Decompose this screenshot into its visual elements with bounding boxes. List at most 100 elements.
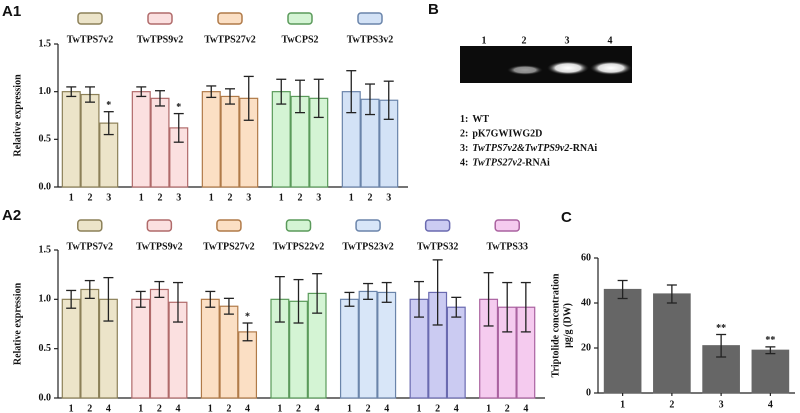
x-tick-label: 3: [106, 192, 111, 203]
bar: [61, 298, 81, 399]
x-tick-label: 2: [226, 403, 231, 413]
legend-suffix: -RNAi: [569, 143, 597, 154]
legend-swatch: [146, 219, 173, 232]
gel-band: [507, 65, 543, 75]
x-tick-label: 4: [106, 403, 111, 413]
bar: [131, 298, 151, 399]
x-tick-label: 1: [279, 192, 284, 203]
y-axis-label: Relative expression: [12, 282, 23, 365]
legend-suffix: -RNAi: [522, 158, 550, 169]
bar: [150, 97, 170, 188]
lane-label: 2: [522, 35, 527, 46]
legend-label: TwTPS9v2: [137, 34, 184, 45]
x-tick-label: 3: [719, 399, 724, 410]
x-tick-label: 2: [368, 192, 373, 203]
legend-swatch: [216, 219, 242, 232]
x-tick-label: 4: [175, 403, 180, 413]
legend-number: 2:: [460, 129, 468, 140]
legend-swatch: [217, 12, 243, 25]
legend-swatch: [287, 12, 313, 25]
legend-number: 1:: [460, 114, 468, 125]
bar: [61, 91, 81, 188]
legend-label: TwCPS2: [281, 34, 318, 45]
legend-label: TwTPS22v2: [273, 241, 325, 252]
bar: [131, 91, 151, 188]
legend-swatch: [355, 219, 381, 232]
x-tick-label: 1: [349, 192, 354, 203]
bar: [653, 293, 691, 394]
legend-number: 3:: [460, 143, 468, 154]
legend-entry: 3: TwTPS7v2&TwTPS9v2-RNAi: [460, 143, 597, 154]
x-tick-label: 2: [435, 403, 440, 413]
legend-text: TwTPS7v2&TwTPS9v2: [472, 143, 569, 154]
y-tick-label: 0.0: [39, 181, 52, 192]
x-tick-label: 2: [296, 403, 301, 413]
x-tick-label: 1: [417, 403, 422, 413]
significance-label: *: [106, 100, 111, 111]
x-tick-label: 4: [454, 403, 459, 413]
y-tick-label: 60: [581, 252, 591, 263]
x-tick-label: 1: [209, 192, 214, 203]
x-tick-label: 2: [158, 192, 163, 203]
bar: [238, 331, 258, 399]
significance-label: **: [716, 323, 726, 334]
legend-label: TwTPS32: [417, 241, 459, 252]
x-tick-label: 3: [176, 192, 181, 203]
x-tick-label: 1: [347, 403, 352, 413]
legend-swatch: [77, 219, 103, 232]
x-tick-label: 3: [386, 192, 391, 203]
panel-label: A2: [2, 207, 21, 224]
legend-text: pK7GWIWG2D: [472, 129, 542, 140]
bar: [220, 95, 240, 188]
legend-label: TwTPS7v2: [67, 241, 114, 252]
y-tick-label: 20: [581, 342, 591, 353]
x-tick-label: 4: [245, 403, 250, 413]
x-tick-label: 2: [366, 403, 371, 413]
y-tick-label: 0.5: [39, 134, 52, 145]
significance-label: *: [245, 311, 250, 322]
x-tick-label: 1: [69, 403, 74, 413]
y-tick-label: 1.0: [39, 86, 52, 97]
panel-label: A1: [2, 3, 21, 20]
bar: [603, 288, 642, 394]
bar: [200, 298, 220, 399]
legend-swatch: [285, 219, 312, 232]
panel-label: B: [428, 1, 439, 18]
lane-label: 1: [482, 35, 487, 46]
legend-entry: 1: WT: [460, 114, 489, 125]
x-tick-label: 1: [139, 192, 144, 203]
x-tick-label: 4: [523, 403, 528, 413]
x-tick-label: 1: [486, 403, 491, 413]
legend-label: TwTPS7v2: [67, 34, 114, 45]
y-tick-label: 1.5: [39, 244, 52, 255]
x-tick-label: 2: [505, 403, 510, 413]
legend-swatch: [494, 219, 520, 232]
legend-label: TwTPS23v2: [342, 241, 394, 252]
x-tick-label: 4: [768, 399, 773, 410]
x-tick-label: 1: [138, 403, 143, 413]
legend-number: 4:: [460, 158, 468, 169]
x-tick-label: 3: [316, 192, 321, 203]
gel-band: [547, 61, 589, 75]
panel-label: C: [561, 209, 572, 226]
y-axis-label: Triptolide concentration: [550, 273, 561, 377]
legend-entry: 2: pK7GWIWG2D: [460, 129, 542, 140]
bar: [446, 306, 466, 399]
bar: [149, 288, 169, 399]
legend-label: TwTPS9v2: [136, 241, 183, 252]
x-tick-label: 2: [228, 192, 233, 203]
lane-label: 4: [608, 35, 613, 46]
bar: [271, 91, 291, 188]
bar: [219, 305, 239, 399]
x-tick-label: 2: [669, 399, 674, 410]
y-tick-label: 0: [586, 387, 591, 398]
legend-label: TwTPS27v2: [204, 34, 256, 45]
x-tick-label: 4: [315, 403, 320, 413]
legend-text: TwTPS27v2: [472, 158, 522, 169]
y-tick-label: 1.0: [39, 294, 52, 305]
bar: [80, 288, 100, 399]
legend-label: TwTPS3v2: [347, 34, 394, 45]
y-tick-label: 0.5: [39, 343, 52, 354]
